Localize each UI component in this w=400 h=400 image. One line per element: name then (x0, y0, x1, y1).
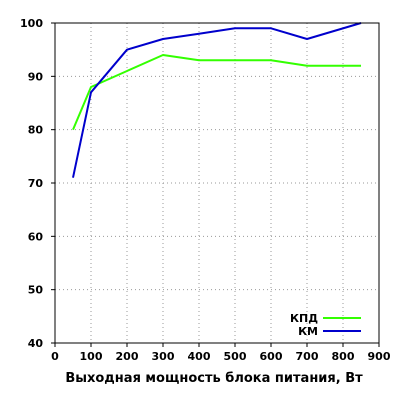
x-tick-label: 100 (80, 350, 103, 363)
x-axis-title: Выходная мощность блока питания, Вт (65, 371, 363, 386)
y-tick-label: 100 (20, 17, 43, 30)
x-tick-label: 500 (224, 350, 247, 363)
x-tick-label: 800 (332, 350, 355, 363)
grid-lines (55, 23, 379, 343)
x-tick-label: 900 (368, 350, 391, 363)
y-tick-label: 90 (28, 70, 44, 83)
x-tick-label: 300 (152, 350, 175, 363)
x-tick-label: 200 (116, 350, 139, 363)
x-tick-label: 400 (188, 350, 211, 363)
y-tick-label: 60 (28, 230, 44, 243)
series-line-km (72, 22, 362, 178)
legend-label-kpd: КПД (290, 312, 318, 325)
tick-marks (51, 22, 380, 347)
legend: КПД КМ (290, 312, 361, 338)
x-tick-label: 0 (51, 350, 59, 363)
series-line-kpd (72, 54, 361, 131)
y-tick-label: 70 (28, 177, 44, 190)
legend-label-km: КМ (298, 325, 318, 338)
x-tick-label: 600 (260, 350, 283, 363)
x-tick-labels: 0 100 200 300 400 500 600 700 800 900 (51, 350, 391, 363)
y-tick-label: 40 (28, 337, 44, 350)
y-tick-label: 80 (28, 124, 44, 137)
series-layer (72, 22, 362, 178)
x-tick-label: 700 (296, 350, 319, 363)
y-tick-label: 50 (28, 284, 44, 297)
y-tick-labels: 40 50 60 70 80 90 100 (20, 17, 43, 350)
